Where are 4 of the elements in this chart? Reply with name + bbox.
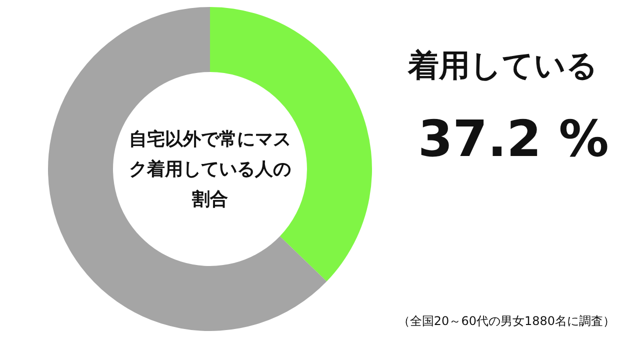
text: 自宅以外で常にマスク着用している人の割合 xyxy=(128,128,292,212)
slice-label: 着用している xyxy=(408,47,598,86)
text: （全国20～60代の男女1880名に調査） xyxy=(398,313,615,330)
data-label: 37.2 % xyxy=(418,110,609,168)
